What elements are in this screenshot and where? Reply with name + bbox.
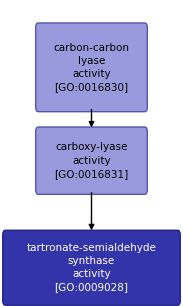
Text: carboxy-lyase
activity
[GO:0016831]: carboxy-lyase activity [GO:0016831] (54, 143, 129, 179)
FancyBboxPatch shape (36, 23, 147, 112)
FancyBboxPatch shape (3, 230, 180, 305)
Text: tartronate-semialdehyde
synthase
activity
[GO:0009028]: tartronate-semialdehyde synthase activit… (27, 243, 156, 293)
FancyBboxPatch shape (36, 127, 147, 194)
Text: carbon-carbon
lyase
activity
[GO:0016830]: carbon-carbon lyase activity [GO:0016830… (53, 43, 130, 92)
